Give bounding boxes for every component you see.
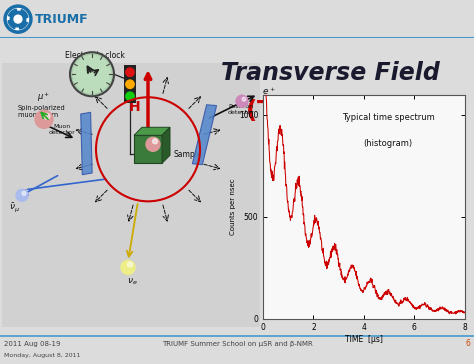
Circle shape <box>44 113 50 119</box>
Text: Electronic clock: Electronic clock <box>65 51 125 60</box>
Circle shape <box>10 11 26 27</box>
Text: Transverse Field: Transverse Field <box>220 61 439 85</box>
Wedge shape <box>19 22 27 29</box>
Text: Spin-polarized
muon beam: Spin-polarized muon beam <box>18 105 66 118</box>
Circle shape <box>126 68 134 76</box>
Polygon shape <box>162 127 170 163</box>
Text: (TF)-$\mathbf{\mu}$+SR: (TF)-$\mathbf{\mu}$+SR <box>246 97 391 125</box>
Text: $\mu^+$: $\mu^+$ <box>37 91 51 104</box>
Text: (histogram): (histogram) <box>364 139 412 149</box>
Wedge shape <box>9 9 17 16</box>
Circle shape <box>4 5 32 33</box>
Circle shape <box>14 15 22 23</box>
Circle shape <box>16 189 28 201</box>
Circle shape <box>22 191 26 195</box>
Text: Typical time spectrum: Typical time spectrum <box>342 112 434 122</box>
Circle shape <box>35 110 53 128</box>
Text: Positron
detector: Positron detector <box>228 104 255 115</box>
Bar <box>2 63 260 328</box>
Circle shape <box>126 92 134 100</box>
Bar <box>124 65 136 103</box>
Text: 2011 Aug 08-19: 2011 Aug 08-19 <box>4 341 61 347</box>
Text: TRIUMF: TRIUMF <box>35 13 89 25</box>
Circle shape <box>121 260 135 274</box>
Text: Sample: Sample <box>174 150 202 159</box>
Circle shape <box>126 80 134 88</box>
Polygon shape <box>81 112 92 175</box>
Wedge shape <box>21 9 28 18</box>
Circle shape <box>70 52 114 96</box>
Bar <box>134 135 162 163</box>
Text: $\nu_e$: $\nu_e$ <box>127 276 137 287</box>
Circle shape <box>146 137 160 151</box>
Text: $e^+$: $e^+$ <box>262 86 276 97</box>
Y-axis label: Counts per nsec: Counts per nsec <box>230 178 236 235</box>
Text: 6: 6 <box>465 339 470 348</box>
Polygon shape <box>192 105 217 165</box>
Text: $\bar{\nu}_\mu$: $\bar{\nu}_\mu$ <box>9 201 19 214</box>
Text: H: H <box>128 100 140 114</box>
Circle shape <box>8 8 28 30</box>
X-axis label: TIME  [μs]: TIME [μs] <box>345 335 383 344</box>
Circle shape <box>242 97 246 101</box>
Text: Muon
detector: Muon detector <box>49 124 75 135</box>
Circle shape <box>128 262 133 267</box>
Circle shape <box>236 95 248 107</box>
Circle shape <box>73 56 111 93</box>
Text: TRIUMF Summer School on μSR and β-NMR: TRIUMF Summer School on μSR and β-NMR <box>162 341 312 347</box>
Circle shape <box>153 139 157 144</box>
Wedge shape <box>8 20 15 29</box>
Polygon shape <box>134 127 170 135</box>
Text: Monday, August 8, 2011: Monday, August 8, 2011 <box>4 353 81 359</box>
